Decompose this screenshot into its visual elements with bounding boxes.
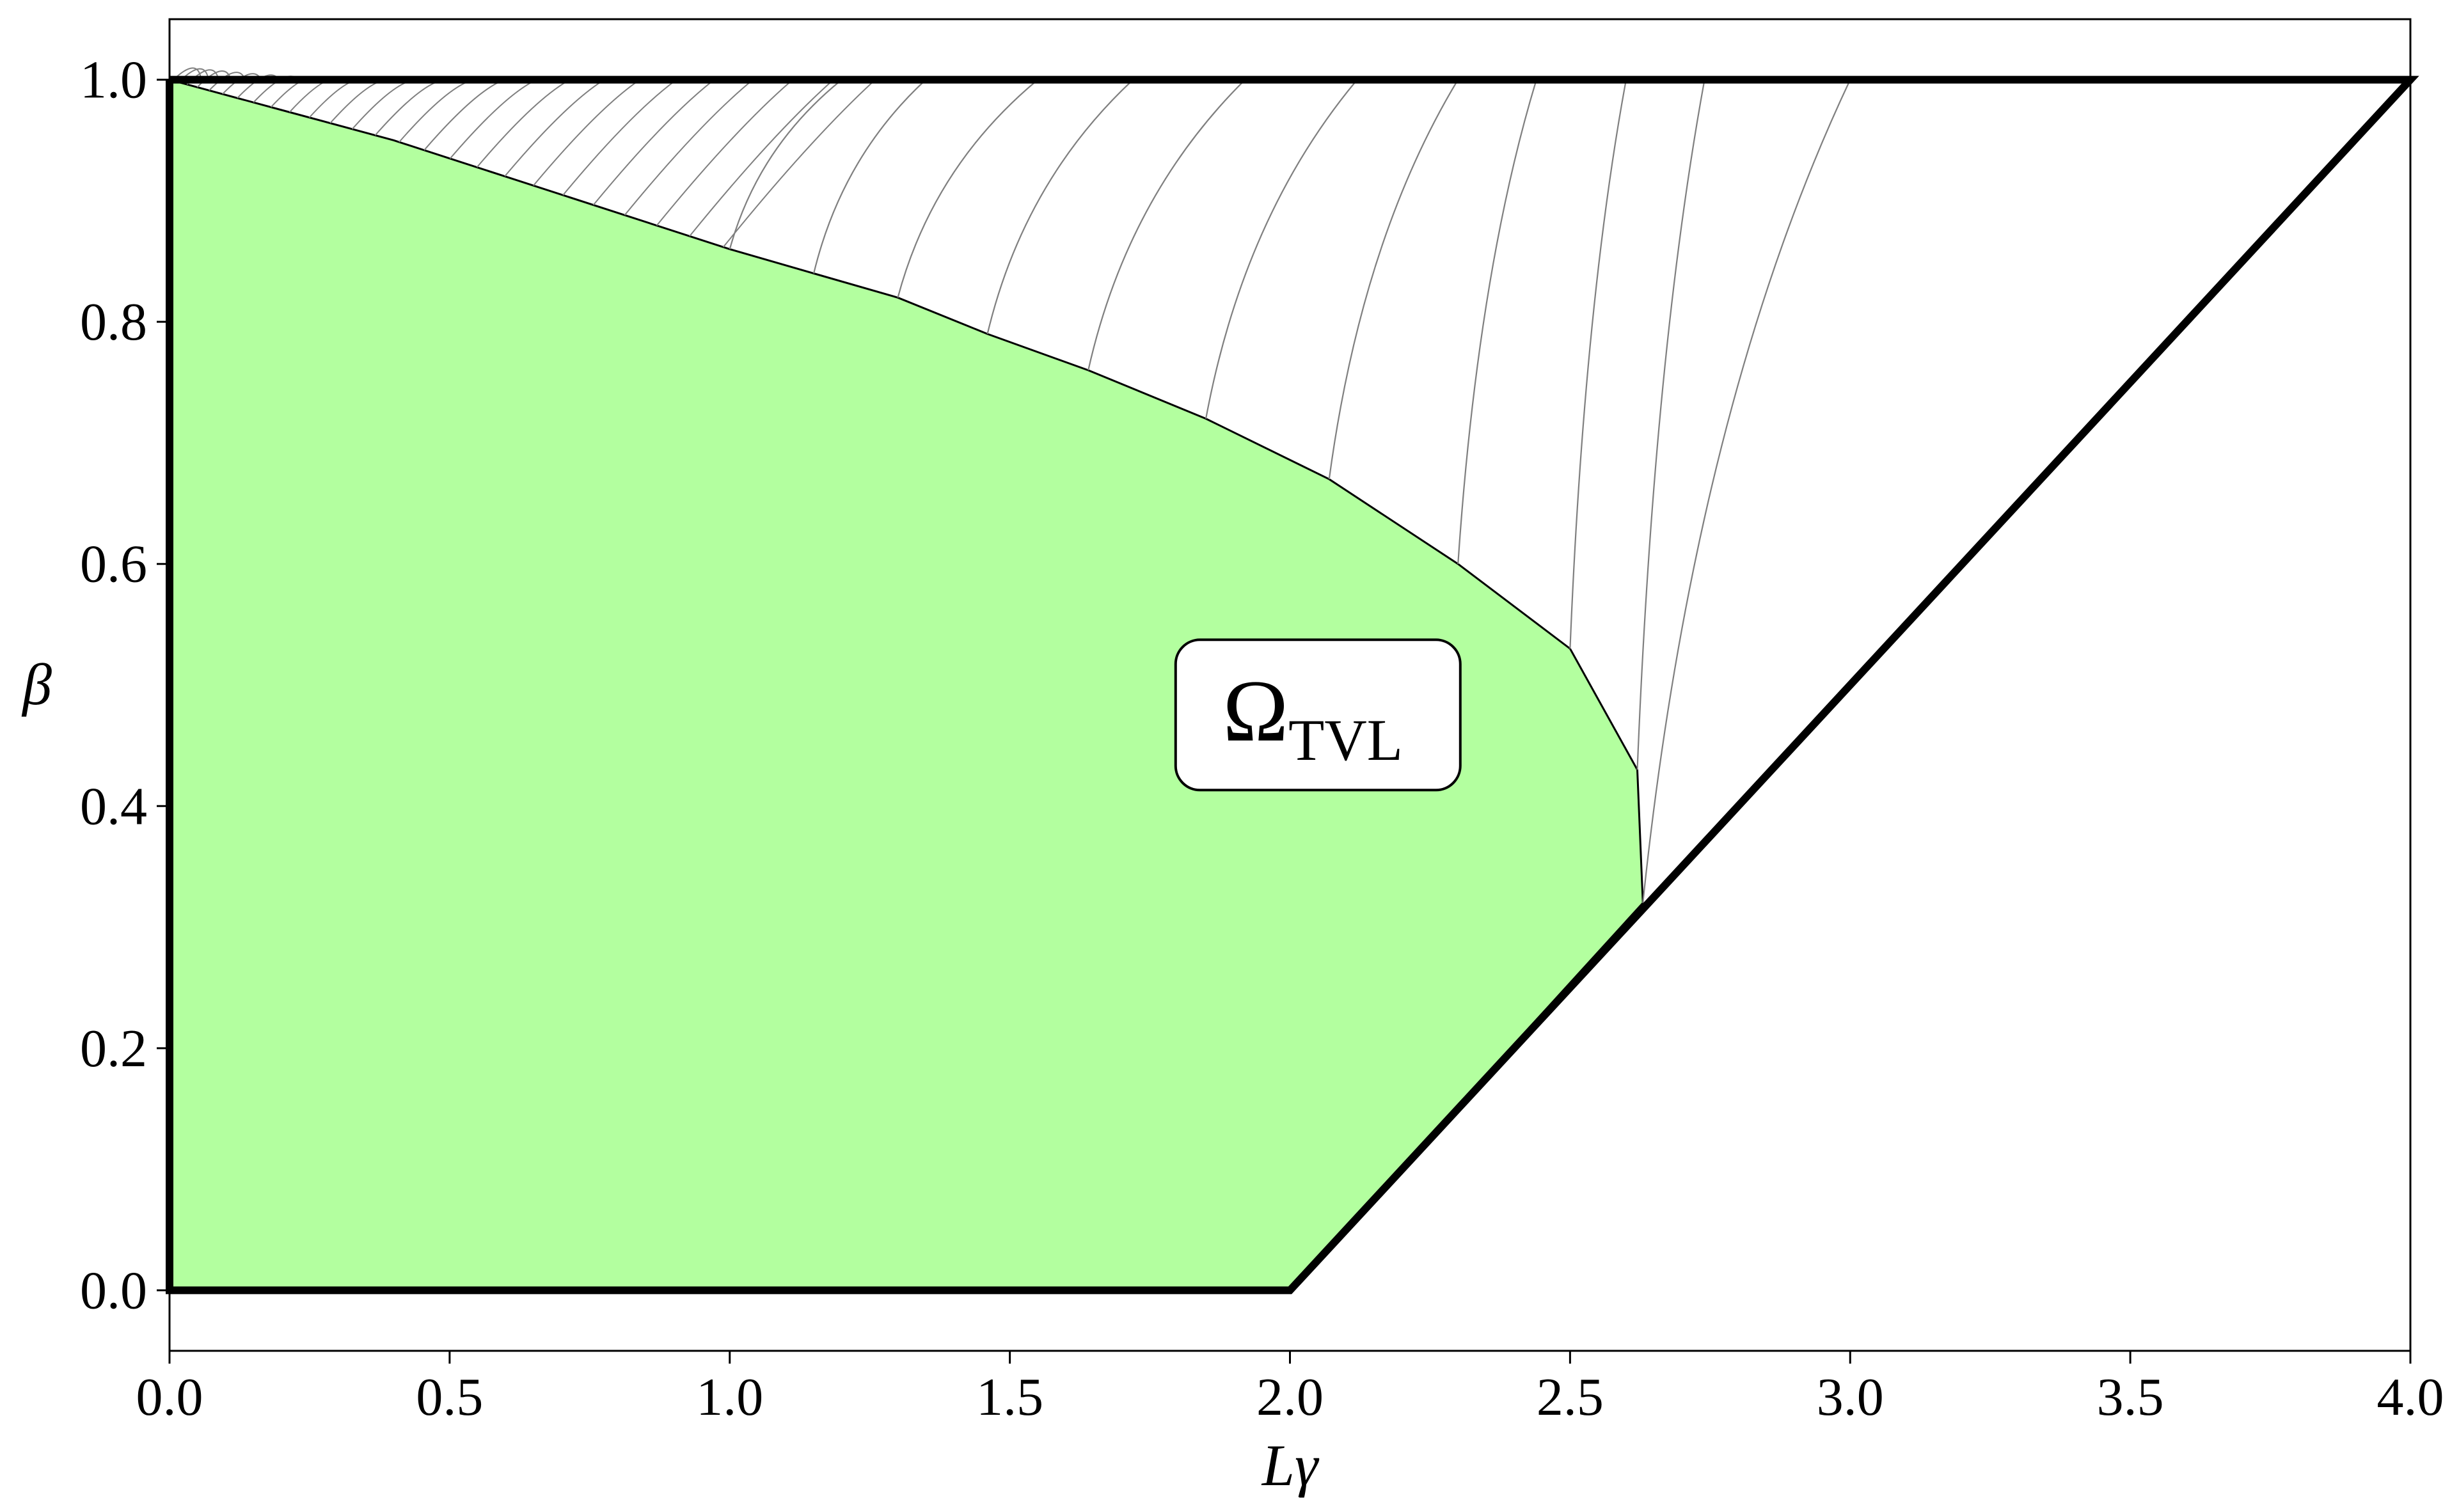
annotation-subscript: TVL bbox=[1288, 707, 1403, 773]
y-tick-label: 0.0 bbox=[80, 1261, 147, 1320]
x-tick-label: 0.5 bbox=[416, 1367, 483, 1427]
contour-line bbox=[722, 79, 876, 248]
contour-line bbox=[656, 79, 793, 226]
contour-line bbox=[729, 79, 842, 249]
contour-line bbox=[1642, 79, 1851, 903]
contour-line bbox=[423, 79, 505, 151]
x-tick-label: 0.0 bbox=[136, 1367, 203, 1427]
y-tick-label: 1.0 bbox=[80, 51, 147, 110]
contour-line bbox=[897, 79, 1039, 298]
contour-line bbox=[986, 79, 1134, 335]
contour-line bbox=[374, 79, 445, 136]
x-axis: 0.0 0.5 1.0 1.5 2.0 2.5 3.0 3.5 4.0 bbox=[136, 1351, 2444, 1427]
contour-line bbox=[533, 79, 640, 186]
annotation-box bbox=[1174, 638, 1462, 792]
y-axis: 0.0 0.2 0.4 0.6 0.8 1.0 bbox=[80, 51, 170, 1320]
x-tick-label: 3.5 bbox=[2097, 1367, 2164, 1427]
x-tick-label: 1.0 bbox=[696, 1367, 763, 1427]
y-tick-label: 0.8 bbox=[80, 292, 147, 352]
contour-line bbox=[1636, 79, 1705, 770]
contour-line bbox=[689, 79, 834, 237]
x-tick-label: 3.0 bbox=[1817, 1367, 1884, 1427]
contour-line bbox=[562, 79, 677, 196]
x-axis-label: Lγ bbox=[1261, 1433, 1320, 1498]
contour-line bbox=[1569, 79, 1627, 649]
x-tick-label: 4.0 bbox=[2377, 1367, 2444, 1427]
contour-line bbox=[624, 79, 754, 216]
contour-line bbox=[813, 79, 927, 274]
contour-line bbox=[1087, 79, 1246, 371]
contour-line bbox=[1205, 79, 1358, 419]
contour-line bbox=[351, 79, 417, 130]
contour-line bbox=[1457, 79, 1537, 564]
contour-line bbox=[308, 78, 366, 118]
annotation-symbol: Ω bbox=[1223, 662, 1289, 760]
x-tick-label: 1.5 bbox=[976, 1367, 1043, 1427]
y-tick-label: 0.2 bbox=[80, 1019, 147, 1078]
x-tick-label: 2.0 bbox=[1256, 1367, 1324, 1427]
y-tick-label: 0.6 bbox=[80, 535, 147, 594]
y-tick-label: 0.4 bbox=[80, 776, 147, 836]
contour-line bbox=[504, 79, 605, 177]
x-tick-label: 2.5 bbox=[1537, 1367, 1604, 1427]
contour-line bbox=[399, 79, 474, 143]
contour-line bbox=[476, 79, 571, 168]
contour-line bbox=[329, 79, 391, 124]
region-annotation: ΩTVL bbox=[1174, 638, 1462, 792]
contour-line bbox=[449, 79, 537, 159]
annotation-text: ΩTVL bbox=[1223, 662, 1403, 773]
contour-line bbox=[592, 79, 715, 206]
y-axis-label: β bbox=[21, 652, 52, 717]
contour-line bbox=[1328, 79, 1459, 480]
